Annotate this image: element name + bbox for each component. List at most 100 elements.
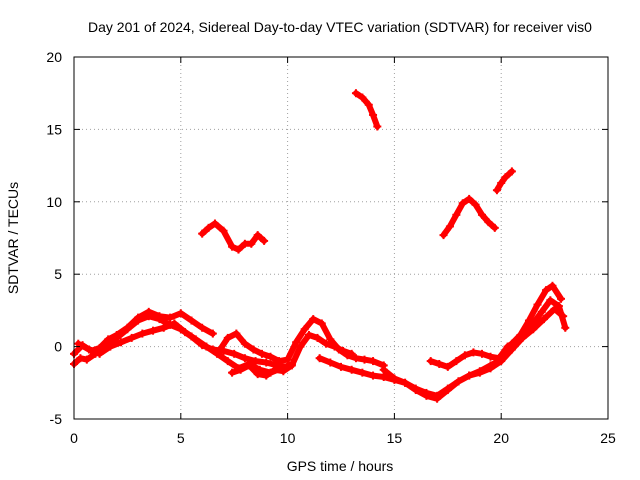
data-point — [240, 339, 249, 348]
data-point — [210, 219, 219, 228]
data-point — [401, 378, 410, 387]
series-arc-9 — [507, 281, 566, 348]
data-point — [82, 355, 91, 364]
plot-frame — [73, 56, 609, 420]
data-point — [439, 231, 448, 240]
data-point — [471, 200, 480, 209]
data-point — [426, 357, 435, 366]
data-point — [484, 218, 493, 227]
data-point — [266, 352, 275, 361]
data-point — [155, 312, 164, 321]
data-point — [422, 391, 431, 400]
series-line — [440, 195, 498, 239]
data-point — [223, 357, 232, 366]
data-point — [219, 226, 228, 235]
data-point — [351, 354, 360, 363]
data-point — [524, 316, 533, 325]
data-point — [326, 358, 335, 367]
data-point — [116, 338, 125, 347]
data-point — [465, 371, 474, 380]
data-point — [445, 222, 454, 231]
y-tick-label: 20 — [46, 49, 62, 65]
data-point — [542, 286, 551, 295]
data-point — [176, 309, 185, 318]
data-point — [469, 348, 478, 357]
data-point — [245, 361, 254, 370]
data-point — [537, 307, 546, 316]
data-point — [134, 313, 143, 322]
series-arc-13 — [492, 167, 516, 195]
data-point — [458, 199, 467, 208]
data-point — [215, 346, 224, 355]
data-point — [270, 365, 279, 374]
data-point — [486, 352, 495, 361]
data-point — [330, 342, 339, 351]
data-point — [315, 354, 324, 363]
data-point — [228, 368, 237, 377]
data-point — [503, 342, 512, 351]
data-point — [475, 368, 484, 377]
data-point — [127, 333, 136, 342]
data-point — [202, 342, 211, 351]
series-layer — [70, 89, 570, 403]
data-point — [497, 178, 506, 187]
data-point — [144, 307, 153, 316]
data-point — [287, 361, 296, 370]
data-point — [249, 345, 258, 354]
x-tick-label: 25 — [600, 430, 616, 446]
series-line — [380, 306, 567, 402]
series-arc-6 — [315, 354, 506, 400]
data-point — [95, 349, 104, 358]
data-point — [292, 338, 301, 347]
series-arc-12 — [439, 194, 499, 240]
data-point — [486, 364, 495, 373]
series-arc-4 — [215, 315, 388, 370]
data-point — [84, 345, 93, 354]
data-point — [313, 333, 322, 342]
data-point — [296, 342, 305, 351]
data-point — [452, 210, 461, 219]
data-point — [411, 386, 420, 395]
data-point — [251, 357, 260, 366]
series-arc-8 — [426, 296, 570, 371]
data-point — [317, 319, 326, 328]
tick-labels: 0 5 10 15 20 25 -5 0 5 10 15 20 — [46, 49, 616, 446]
data-point — [208, 329, 217, 338]
data-point — [443, 386, 452, 395]
data-point — [322, 339, 331, 348]
data-point — [477, 349, 486, 358]
data-point — [477, 210, 486, 219]
x-tick-label: 15 — [387, 430, 403, 446]
series-arc-7 — [379, 304, 568, 403]
y-tick-label: 15 — [46, 121, 62, 137]
data-point — [364, 100, 373, 109]
y-tick-label: -5 — [50, 411, 63, 427]
data-point — [454, 377, 463, 386]
data-point — [492, 186, 501, 195]
data-point — [234, 245, 243, 254]
data-point — [223, 333, 232, 342]
data-point — [539, 315, 548, 324]
data-point — [548, 281, 557, 290]
data-point — [204, 223, 213, 232]
data-point — [279, 367, 288, 376]
data-point — [390, 374, 399, 383]
data-point — [181, 328, 190, 337]
data-point — [373, 122, 382, 131]
data-point — [546, 296, 555, 305]
y-tick-label: 10 — [46, 194, 62, 210]
data-point — [435, 359, 444, 368]
data-point — [187, 316, 196, 325]
series-arc-3 — [74, 319, 296, 377]
data-point — [149, 326, 158, 335]
data-point — [360, 355, 369, 364]
data-point — [309, 315, 318, 324]
data-point — [351, 89, 360, 98]
data-point — [347, 365, 356, 374]
data-point — [166, 313, 175, 322]
x-tick-label: 10 — [280, 430, 296, 446]
data-point — [554, 302, 563, 311]
series-line — [199, 220, 268, 253]
data-point — [123, 323, 132, 332]
